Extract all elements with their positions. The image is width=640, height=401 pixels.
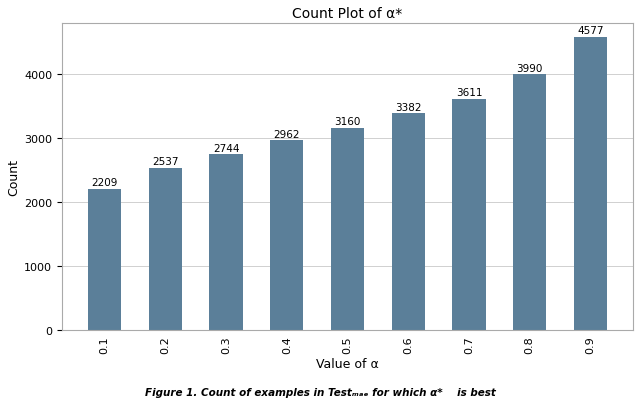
Text: Figure 1. Count of examples in Testₘₐₑ for which α*    is best: Figure 1. Count of examples in Testₘₐₑ f… [145, 387, 495, 397]
Title: Count Plot of α*: Count Plot of α* [292, 7, 403, 21]
Text: 2537: 2537 [152, 156, 179, 166]
Text: 2962: 2962 [273, 130, 300, 140]
Bar [331, 128, 364, 330]
Bar [573, 38, 607, 330]
Text: 3990: 3990 [516, 64, 543, 74]
Text: 3160: 3160 [334, 117, 361, 127]
Bar [148, 168, 182, 330]
Text: 2209: 2209 [92, 178, 118, 188]
Bar [392, 114, 425, 330]
Text: 4577: 4577 [577, 26, 604, 36]
Bar [209, 155, 243, 330]
X-axis label: Value of α: Value of α [316, 357, 379, 370]
Text: 3382: 3382 [395, 103, 422, 113]
Y-axis label: Count: Count [7, 158, 20, 195]
Bar [88, 189, 122, 330]
Text: 3611: 3611 [456, 88, 482, 98]
Bar [270, 141, 303, 330]
Bar [452, 99, 486, 330]
Text: 2744: 2744 [213, 143, 239, 153]
Bar [513, 75, 547, 330]
